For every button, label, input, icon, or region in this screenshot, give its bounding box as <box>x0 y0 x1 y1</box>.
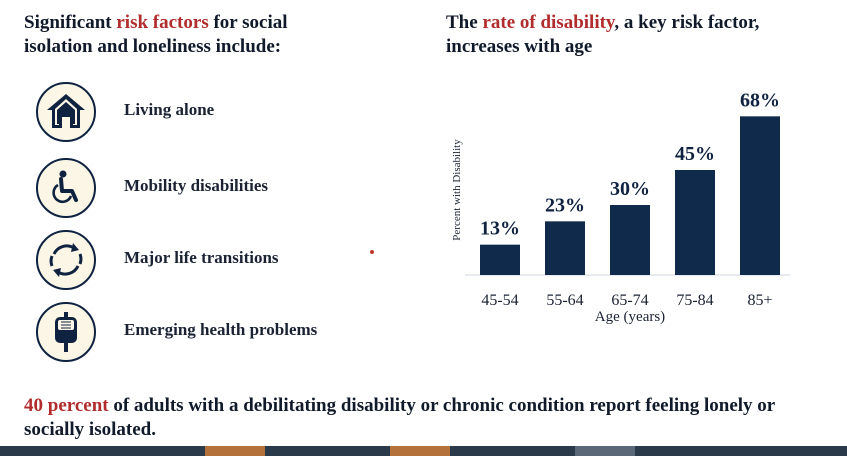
factor-mobility-disabilities: Mobility disabilities <box>36 158 396 222</box>
summary-accent: 40 percent <box>24 395 109 416</box>
summary-text: of adults with a debilitating disability… <box>24 395 775 440</box>
footer-segment <box>635 446 847 456</box>
heading-text: for social isolation and loneliness incl… <box>24 12 288 57</box>
x-tick-label: 65-74 <box>611 292 648 309</box>
x-tick-label: 85+ <box>747 292 772 309</box>
cycle-arrows-icon <box>36 230 96 290</box>
decorative-dot <box>370 250 374 254</box>
x-axis-label: Age (years) <box>595 309 665 325</box>
disability-rate-heading: The rate of disability, a key risk facto… <box>446 11 776 59</box>
summary-statement: 40 percent of adults with a debilitating… <box>24 394 824 442</box>
iv-bag-icon <box>36 302 96 362</box>
footer-segment <box>450 446 575 456</box>
heading-text: The <box>446 12 483 33</box>
bar-85+ <box>740 116 780 275</box>
factor-label: Living alone <box>124 100 215 119</box>
wheelchair-icon <box>36 158 96 218</box>
data-label: 23% <box>545 194 585 216</box>
footer-color-bar <box>0 446 847 456</box>
footer-segment <box>390 446 450 456</box>
footer-segment <box>265 446 390 456</box>
bar-65-74 <box>610 205 650 275</box>
factor-health-problems: Emerging health problems <box>36 302 396 366</box>
footer-segment <box>0 446 205 456</box>
data-label: 45% <box>675 143 715 165</box>
data-label: 68% <box>740 89 780 111</box>
bar-45-54 <box>480 244 520 275</box>
heading-accent: risk factors <box>116 12 209 33</box>
footer-segment <box>575 446 635 456</box>
factor-life-transitions: Major life transitions <box>36 230 396 294</box>
x-tick-label: 75-84 <box>676 292 713 309</box>
x-tick-label: 45-54 <box>481 292 518 309</box>
factor-label: Major life transitions <box>124 248 279 267</box>
footer-segment <box>205 446 265 456</box>
bar-55-64 <box>545 221 585 275</box>
house-icon <box>36 82 96 142</box>
factor-label: Emerging health problems <box>124 320 318 339</box>
factor-label: Mobility disabilities <box>124 176 269 195</box>
heading-accent: rate of disability <box>482 12 615 33</box>
x-tick-label: 55-64 <box>546 292 583 309</box>
heading-text: Significant <box>24 12 117 33</box>
y-axis-label: Percent with Disability <box>451 139 463 241</box>
factor-living-alone: Living alone <box>36 82 396 146</box>
data-label: 13% <box>480 218 520 240</box>
disability-bar-chart: 13% 45-54 23% 55-64 30% 65-74 45% 75-84 68% 85+ Ag… <box>451 89 790 325</box>
heading-text: , a key risk factor, increases with age <box>446 12 760 57</box>
data-label: 30% <box>610 178 650 200</box>
bar-75-84 <box>675 170 715 275</box>
risk-factors-heading: Significant risk factors for social isol… <box>24 11 354 59</box>
